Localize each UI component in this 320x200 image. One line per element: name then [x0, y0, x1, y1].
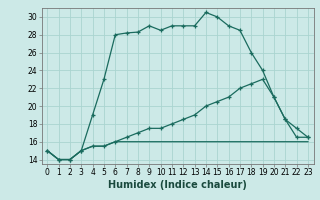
- X-axis label: Humidex (Indice chaleur): Humidex (Indice chaleur): [108, 180, 247, 190]
